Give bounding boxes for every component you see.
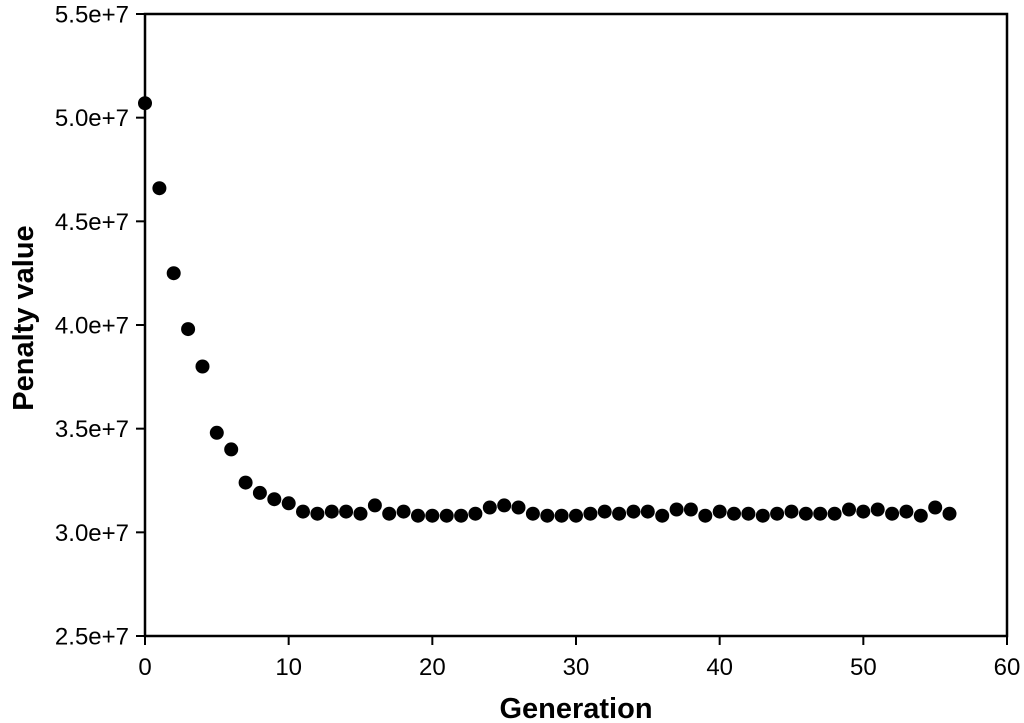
x-tick-label: 0	[138, 654, 151, 681]
data-point	[913, 508, 928, 523]
data-point	[813, 506, 828, 521]
y-tick-label: 3.5e+7	[55, 416, 129, 443]
data-point	[468, 506, 483, 521]
data-point	[640, 504, 655, 519]
data-point	[698, 508, 713, 523]
data-point	[597, 504, 612, 519]
data-point	[540, 508, 555, 523]
data-point	[712, 504, 727, 519]
x-tick-label: 20	[419, 654, 446, 681]
data-point	[353, 506, 368, 521]
data-point	[755, 508, 770, 523]
data-point	[612, 506, 627, 521]
data-point	[454, 508, 469, 523]
y-tick-label: 4.0e+7	[55, 313, 129, 340]
data-points-series	[138, 96, 957, 523]
data-point	[267, 492, 282, 507]
data-point	[382, 506, 397, 521]
data-point	[798, 506, 813, 521]
data-point	[583, 506, 598, 521]
data-point	[296, 504, 310, 519]
data-point	[511, 500, 526, 515]
data-point	[770, 506, 785, 521]
data-point	[669, 502, 684, 517]
data-point	[425, 508, 440, 523]
data-point	[870, 502, 885, 517]
plot-frame	[143, 12, 1009, 638]
data-point	[367, 498, 382, 513]
data-point	[238, 475, 253, 490]
data-point	[655, 508, 670, 523]
data-point	[928, 500, 943, 515]
data-point	[166, 266, 181, 281]
x-axis: 0 10 20 30 40 50 60	[138, 636, 1020, 681]
x-tick-label: 50	[850, 654, 877, 681]
data-point	[411, 508, 425, 523]
data-point	[554, 508, 569, 523]
data-point	[138, 96, 152, 111]
data-point	[727, 506, 741, 521]
data-point	[195, 359, 210, 374]
x-axis-title: Generation	[499, 693, 652, 723]
data-point	[224, 442, 239, 457]
y-axis: 5.5e+7 5.0e+7 4.5e+7 4.0e+7 3.5e+7 3.0e+7 2.5e…	[55, 2, 145, 651]
x-tick-label: 30	[563, 654, 590, 681]
y-axis-title: Penalty value	[8, 225, 40, 410]
x-tick-label: 10	[275, 654, 302, 681]
data-point	[281, 496, 296, 511]
y-tick-label: 5.5e+7	[55, 2, 129, 29]
data-point	[899, 504, 914, 519]
data-point	[209, 425, 224, 440]
data-point	[181, 322, 196, 337]
data-point	[339, 504, 354, 519]
data-point	[856, 504, 871, 519]
y-tick-label: 3.0e+7	[55, 520, 129, 547]
data-point	[525, 506, 540, 521]
data-point	[942, 506, 957, 521]
x-tick-label: 60	[994, 654, 1021, 681]
data-point	[152, 181, 167, 196]
data-point	[842, 502, 856, 517]
data-point	[482, 500, 497, 515]
data-point	[396, 504, 411, 519]
data-point	[310, 506, 325, 521]
data-point	[626, 504, 641, 519]
data-point	[784, 504, 799, 519]
data-point	[324, 504, 339, 519]
data-point	[885, 506, 900, 521]
data-point	[439, 508, 454, 523]
data-point	[683, 502, 698, 517]
y-tick-label: 4.5e+7	[55, 209, 129, 236]
data-point	[252, 485, 267, 500]
data-point	[827, 506, 842, 521]
data-point	[741, 506, 756, 521]
data-point	[497, 498, 512, 513]
y-tick-label: 5.0e+7	[55, 105, 129, 132]
y-tick-label: 2.5e+7	[55, 624, 129, 651]
data-point	[569, 508, 583, 523]
x-tick-label: 40	[706, 654, 733, 681]
